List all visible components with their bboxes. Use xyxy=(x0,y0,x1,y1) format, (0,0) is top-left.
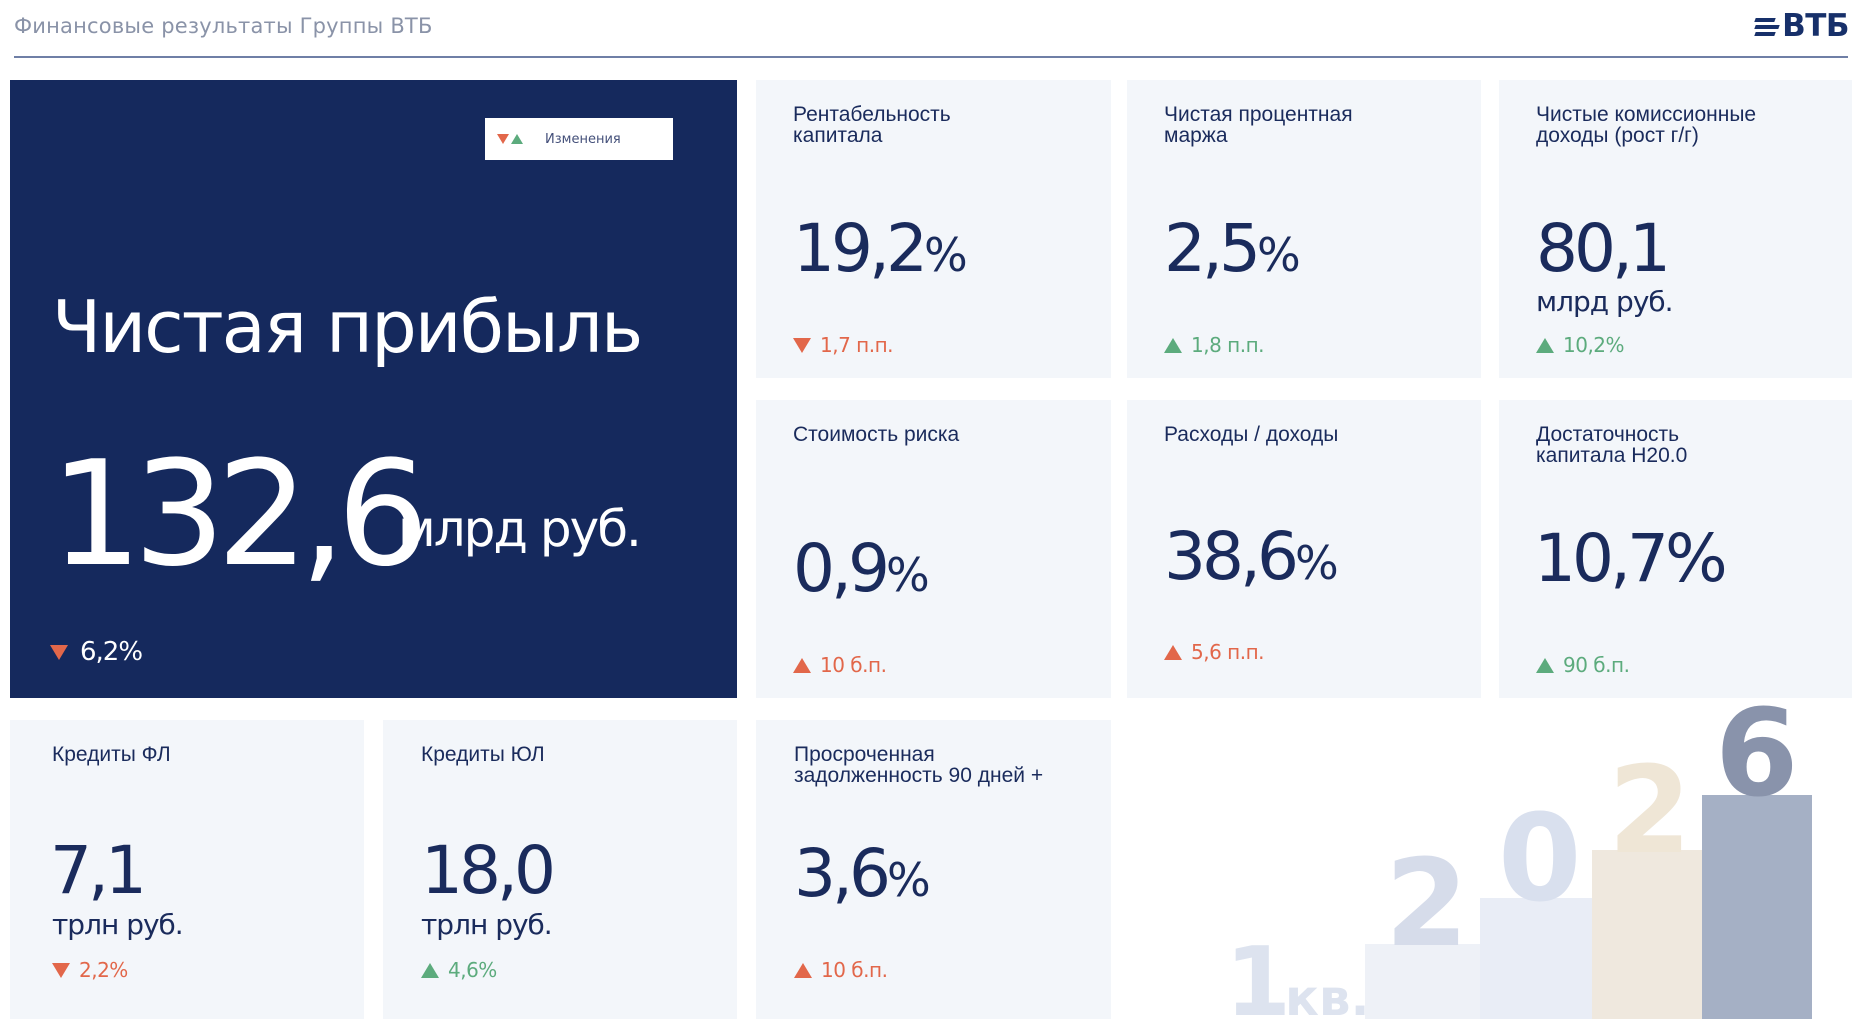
cost-income-title: Расходы / доходы xyxy=(1164,423,1339,446)
up-triangle-icon xyxy=(1536,337,1554,353)
fees-unit: млрд руб. xyxy=(1536,285,1674,318)
up-triangle-icon xyxy=(794,962,812,978)
legend-triangles-icon xyxy=(497,134,523,144)
legend-label: Изменения xyxy=(545,131,621,147)
logo-text: ВТБ xyxy=(1782,8,1849,44)
cost-of-risk-change: 10 б.п. xyxy=(793,653,887,677)
roe-change: 1,7 п.п. xyxy=(793,333,894,357)
cost-of-risk-title: Стоимость риска xyxy=(793,423,960,446)
fees-change-value: 10,2% xyxy=(1563,333,1625,357)
retail-loans-unit: трлн руб. xyxy=(52,908,184,941)
net-profit-unit: млрд руб. xyxy=(398,500,642,558)
nim-title: Чистая процентная маржа xyxy=(1164,103,1353,147)
cost-income-value: 38,6% xyxy=(1164,518,1339,595)
fees-value: 80,1 xyxy=(1536,210,1671,287)
roe-title: Рентабельность капитала xyxy=(793,103,951,147)
roe-change-value: 1,7 п.п. xyxy=(820,333,894,357)
corporate-loans-change: 4,6% xyxy=(421,958,497,982)
quarter-number: 1 xyxy=(1225,928,1291,1019)
cost-of-risk-card: Стоимость риска 0,9% 10 б.п. xyxy=(756,400,1111,698)
year-digit-3: 2 xyxy=(1608,742,1692,881)
step-3 xyxy=(1592,850,1702,1019)
up-triangle-icon xyxy=(1164,644,1182,660)
cost-income-change: 5,6 п.п. xyxy=(1164,640,1265,664)
retail-loans-change-value: 2,2% xyxy=(79,958,128,982)
year-digit-4: 6 xyxy=(1715,690,1799,824)
down-triangle-icon xyxy=(52,962,70,978)
down-triangle-icon xyxy=(793,337,811,353)
capital-adequacy-card: Достаточность капитала Н20.0 10,7% 90 б.… xyxy=(1499,400,1852,698)
retail-loans-card: Кредиты ФЛ 7,1 трлн руб. 2,2% xyxy=(10,720,364,1019)
nim-card: Чистая процентная маржа 2,5% 1,8 п.п. xyxy=(1127,80,1481,378)
npl-change-value: 10 б.п. xyxy=(821,958,888,982)
nim-value: 2,5% xyxy=(1164,210,1301,287)
corporate-loans-value: 18,0 xyxy=(421,832,556,909)
changes-legend: Изменения xyxy=(485,118,673,160)
cost-income-change-value: 5,6 п.п. xyxy=(1191,640,1265,664)
corporate-loans-unit: трлн руб. xyxy=(421,908,553,941)
retail-loans-value: 7,1 xyxy=(50,832,147,909)
npl-title: Просроченная задолженность 90 дней + xyxy=(794,743,1044,787)
npl-change: 10 б.п. xyxy=(794,958,888,982)
page-title: Финансовые результаты Группы ВТБ xyxy=(14,14,433,38)
roe-card: Рентабельность капитала 19,2% 1,7 п.п. xyxy=(756,80,1111,378)
npl-card: Просроченная задолженность 90 дней + 3,6… xyxy=(756,720,1111,1019)
retail-loans-change: 2,2% xyxy=(52,958,128,982)
logo-stripes-icon xyxy=(1754,16,1780,36)
corporate-loans-card: Кредиты ЮЛ 18,0 трлн руб. 4,6% xyxy=(383,720,737,1019)
up-triangle-icon xyxy=(1164,337,1182,353)
step-4 xyxy=(1702,795,1812,1019)
vtb-logo: ВТБ xyxy=(1754,8,1849,44)
period-graphic: 1 кв. 2 0 2 6 xyxy=(1225,690,1812,1019)
year-digit-1: 2 xyxy=(1385,835,1469,974)
up-triangle-icon xyxy=(421,962,439,978)
cost-of-risk-change-value: 10 б.п. xyxy=(820,653,887,677)
corporate-loans-title: Кредиты ЮЛ xyxy=(421,743,545,766)
cost-income-card: Расходы / доходы 38,6% 5,6 п.п. xyxy=(1127,400,1481,698)
capital-adequacy-title: Достаточность капитала Н20.0 xyxy=(1536,423,1688,467)
fees-title: Чистые комиссионные доходы (рост г/г) xyxy=(1536,103,1757,147)
cost-of-risk-value: 0,9% xyxy=(793,530,930,607)
net-profit-change: 6,2% xyxy=(50,637,143,667)
net-profit-value: 132,6 xyxy=(50,430,429,599)
nim-change-value: 1,8 п.п. xyxy=(1191,333,1265,357)
nim-change: 1,8 п.п. xyxy=(1164,333,1265,357)
step-1 xyxy=(1365,944,1480,1019)
header-divider xyxy=(14,56,1848,58)
up-triangle-icon xyxy=(1536,657,1554,673)
corporate-loans-change-value: 4,6% xyxy=(448,958,497,982)
capital-adequacy-value: 10,7% xyxy=(1534,520,1728,597)
npl-value: 3,6% xyxy=(794,835,931,912)
down-triangle-icon xyxy=(50,644,68,660)
capital-adequacy-change-value: 90 б.п. xyxy=(1563,653,1630,677)
step-2 xyxy=(1480,898,1592,1019)
up-triangle-icon xyxy=(793,657,811,673)
roe-value: 19,2% xyxy=(793,210,968,287)
retail-loans-title: Кредиты ФЛ xyxy=(52,743,171,766)
net-profit-title: Чистая прибыль xyxy=(52,285,643,369)
capital-adequacy-change: 90 б.п. xyxy=(1536,653,1630,677)
net-profit-card: Изменения Чистая прибыль 132,6 млрд руб.… xyxy=(10,80,737,698)
quarter-suffix: кв. xyxy=(1285,969,1370,1019)
fees-card: Чистые комиссионные доходы (рост г/г) 80… xyxy=(1499,80,1852,378)
fees-change: 10,2% xyxy=(1536,333,1625,357)
net-profit-change-value: 6,2% xyxy=(80,637,143,667)
year-digit-2: 0 xyxy=(1498,790,1582,929)
